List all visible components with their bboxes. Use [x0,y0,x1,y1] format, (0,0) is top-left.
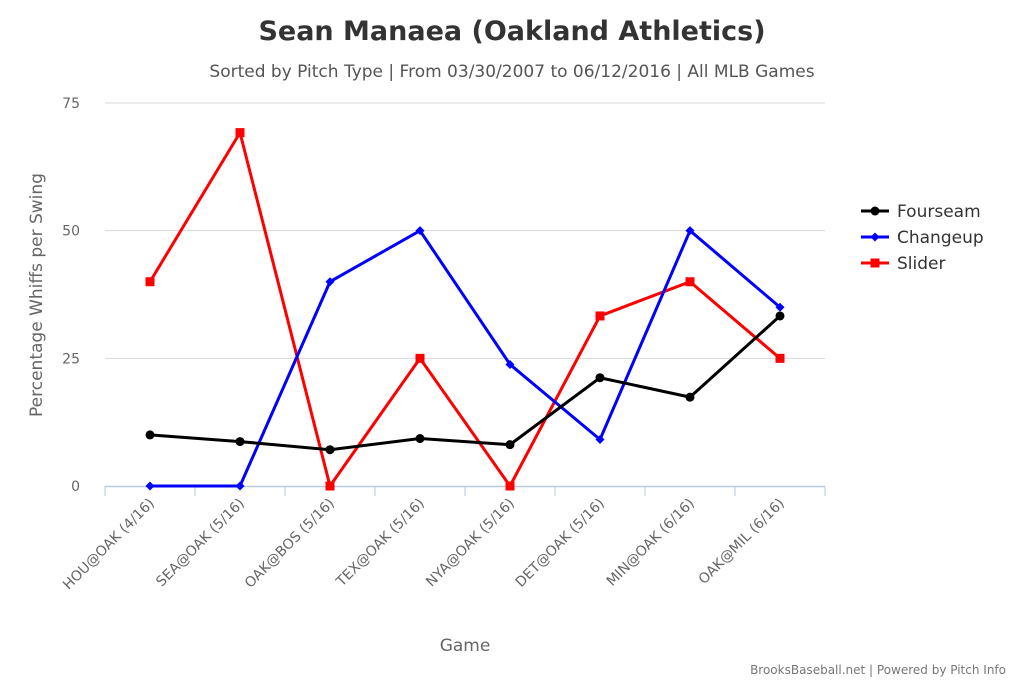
data-point-slider[interactable] [775,353,785,363]
series-line-fourseam [148,314,782,452]
data-point-changeup[interactable] [775,302,785,312]
y-axis-label: Percentage Whiffs per Swing [27,173,47,417]
legend-symbol-marker[interactable] [870,258,880,268]
data-point-changeup[interactable] [235,481,245,491]
data-point-slider[interactable] [595,311,605,321]
data-point-fourseam[interactable] [325,445,335,455]
data-point-changeup[interactable] [325,277,335,287]
series-line-slider [148,131,782,488]
data-point-slider[interactable] [235,128,245,138]
legend-item-fourseam[interactable]: Fourseam [861,202,981,222]
series-line-changeup [148,229,782,488]
data-point-fourseam[interactable] [775,311,785,321]
series-slider [145,128,785,491]
data-point-changeup[interactable] [595,435,605,445]
y-tick-label: 0 [71,479,80,495]
credits-text[interactable]: BrooksBaseball.net | Powered by Pitch In… [750,663,1006,677]
legend-item-slider[interactable]: Slider [861,254,945,274]
chart-subtitle: Sorted by Pitch Type | From 03/30/2007 t… [209,62,814,82]
data-point-slider[interactable] [415,353,425,363]
y-tick-label: 75 [62,96,80,112]
data-point-slider[interactable] [325,481,335,491]
data-point-fourseam[interactable] [235,437,245,447]
data-point-fourseam[interactable] [415,434,425,444]
data-point-slider[interactable] [505,481,515,491]
gridlines [105,102,825,359]
legend-label: Fourseam [897,202,981,222]
data-point-fourseam[interactable] [685,392,695,402]
series-fourseam [145,311,785,455]
data-point-slider[interactable] [685,277,695,287]
chart-title: Sean Manaea (Oakland Athletics) [258,16,765,47]
x-axis-label: Game [440,636,491,656]
legend-item-changeup[interactable]: Changeup [861,228,984,248]
legend-label: Changeup [897,228,984,248]
data-point-changeup[interactable] [505,359,515,369]
y-tick-label: 50 [62,224,80,240]
legend-label: Slider [897,254,945,274]
data-point-fourseam[interactable] [505,440,515,450]
data-point-changeup[interactable] [415,226,425,236]
data-point-changeup[interactable] [145,481,155,491]
data-point-fourseam[interactable] [145,430,155,440]
data-point-slider[interactable] [145,277,155,287]
data-point-changeup[interactable] [685,226,695,236]
legend-symbol-marker[interactable] [870,232,880,242]
series-changeup [145,226,785,491]
data-point-fourseam[interactable] [595,373,605,383]
legend[interactable]: Fourseam Changeup Slider [861,202,984,274]
y-axis: 0 25 50 75 [62,96,80,495]
y-tick-label: 25 [62,351,80,367]
plot-area [145,128,785,491]
legend-symbol-marker[interactable] [870,206,880,216]
